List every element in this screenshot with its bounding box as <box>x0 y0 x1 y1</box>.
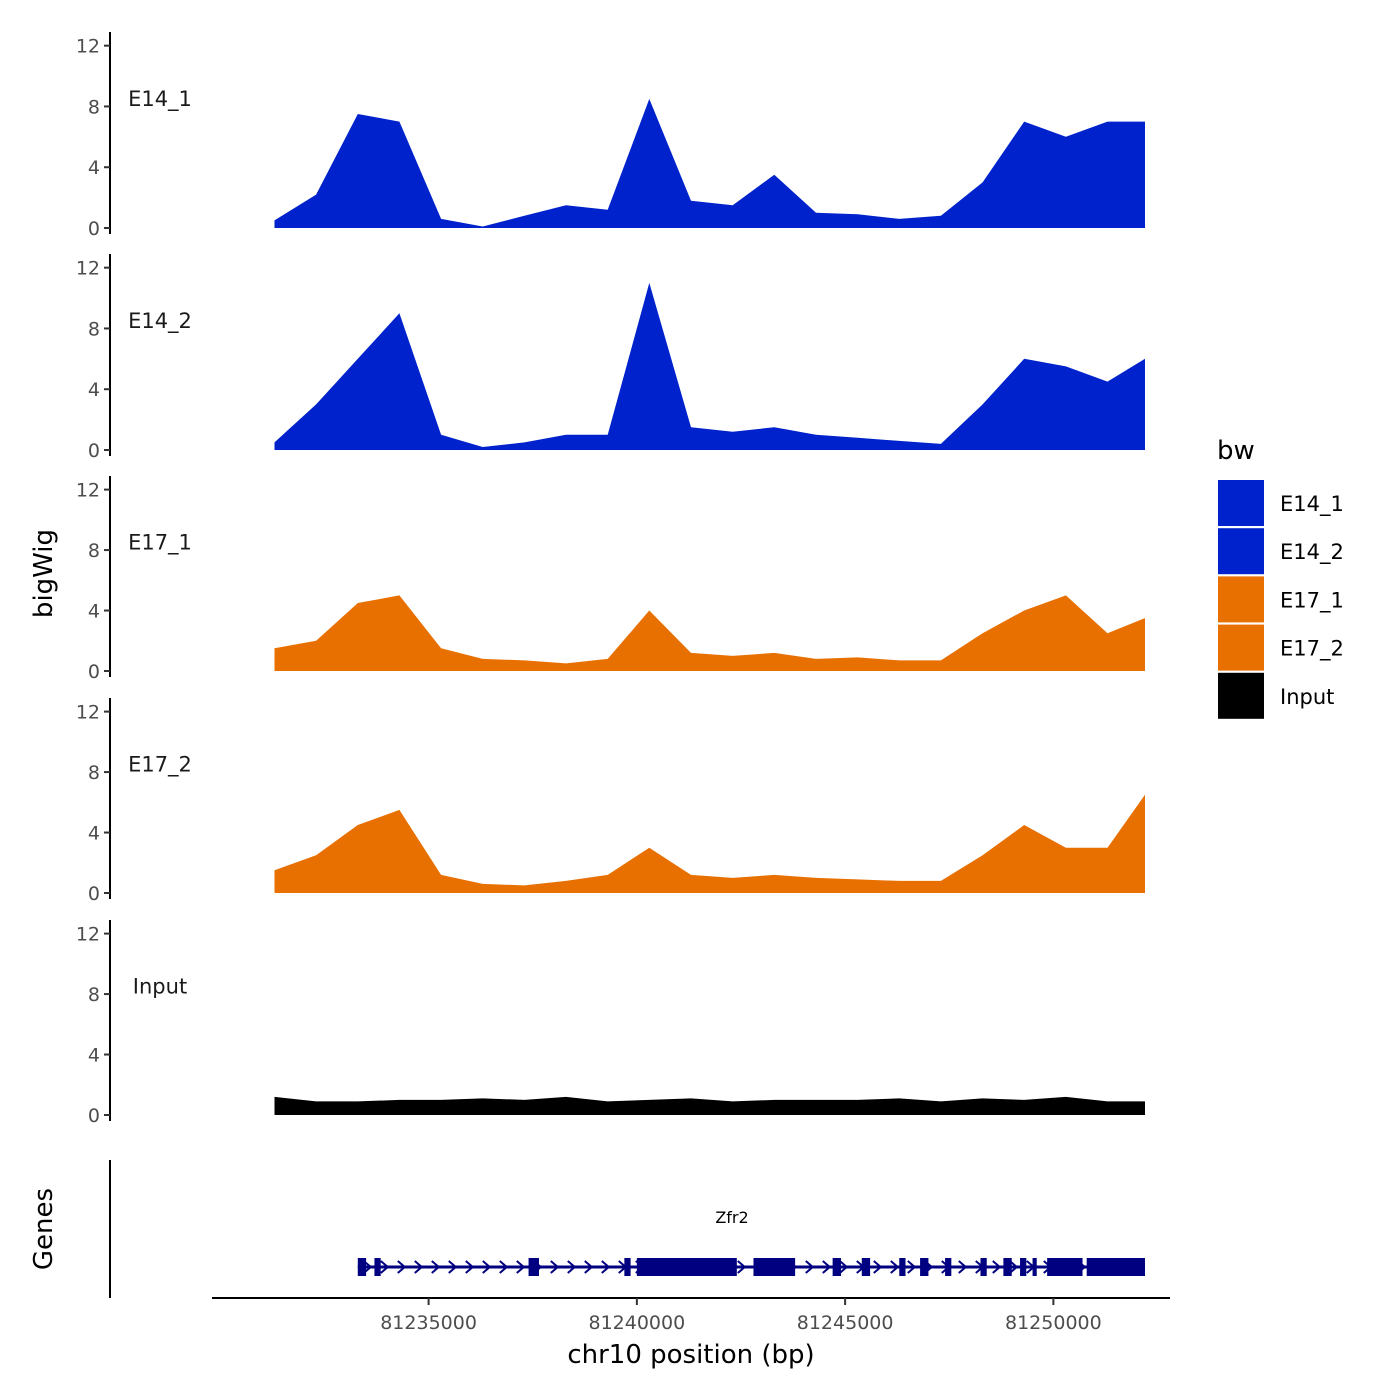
gene-exon <box>374 1258 381 1276</box>
y-tick-label: 4 <box>88 379 100 401</box>
legend-swatch-e14_1 <box>1218 480 1264 526</box>
gene-exon <box>980 1258 987 1276</box>
y-tick-label: 8 <box>88 96 100 118</box>
signal-area-e17_1 <box>274 595 1145 671</box>
strand-arrow <box>414 1260 424 1274</box>
genes-axis-title: Genes <box>29 1188 59 1270</box>
strand-arrow <box>737 1260 747 1274</box>
gene-exon <box>624 1258 631 1276</box>
strand-arrow <box>958 1260 968 1274</box>
track-label-e14_1: E14_1 <box>128 87 192 112</box>
y-tick-label: 12 <box>76 924 100 946</box>
strand-arrow <box>465 1260 475 1274</box>
strand-arrow <box>567 1260 577 1274</box>
x-axis-title: chr10 position (bp) <box>567 1340 814 1370</box>
y-tick-label: 0 <box>88 661 100 683</box>
x-tick-label: 81245000 <box>797 1312 894 1334</box>
strand-arrow <box>1009 1260 1019 1274</box>
strand-arrow <box>482 1260 492 1274</box>
strand-arrow <box>907 1260 917 1274</box>
signal-area-e14_1 <box>274 98 1145 229</box>
strand-arrow <box>992 1260 1002 1274</box>
legend-label-e17_1: E17_1 <box>1280 588 1344 613</box>
y-tick-label: 12 <box>76 36 100 58</box>
gene-exon <box>636 1258 737 1276</box>
y-tick-label: 12 <box>76 258 100 280</box>
track-label-input: Input <box>133 975 187 999</box>
signal-area-input <box>274 1096 1145 1115</box>
y-tick-label: 12 <box>76 702 100 724</box>
legend-swatch-e17_2 <box>1218 624 1264 671</box>
gene-exon <box>1047 1258 1083 1276</box>
gene-exon <box>1003 1258 1012 1276</box>
y-tick-label: 4 <box>88 601 100 623</box>
gene-name-label: Zfr2 <box>715 1208 748 1227</box>
strand-arrow <box>363 1260 373 1274</box>
track-label-e17_1: E17_1 <box>128 531 192 556</box>
gene-exon <box>920 1258 929 1276</box>
legend-label-input: Input <box>1280 685 1334 709</box>
y-tick-label: 8 <box>88 540 100 562</box>
gene-exon <box>1032 1258 1037 1276</box>
y-tick-label: 0 <box>88 218 100 240</box>
strand-arrow <box>839 1260 849 1274</box>
strand-arrow <box>516 1260 526 1274</box>
track-label-e17_2: E17_2 <box>128 753 192 778</box>
legend-label-e17_2: E17_2 <box>1280 637 1344 662</box>
strand-arrow <box>448 1260 458 1274</box>
strand-arrow <box>380 1260 390 1274</box>
y-tick-label: 0 <box>88 883 100 905</box>
y-tick-label: 8 <box>88 984 100 1006</box>
gene-exon <box>861 1258 871 1276</box>
strand-arrow <box>397 1260 407 1274</box>
y-tick-label: 8 <box>88 318 100 340</box>
legend-title: bw <box>1217 436 1255 466</box>
strand-arrow <box>431 1260 441 1274</box>
legend-swatch-input <box>1218 672 1264 719</box>
strand-arrow <box>873 1260 883 1274</box>
gene-exon <box>899 1258 906 1276</box>
gene-exon <box>832 1258 841 1276</box>
y-axis-title: bigWig <box>29 529 59 618</box>
strand-arrow <box>890 1260 900 1274</box>
legend-swatch-e17_1 <box>1218 576 1264 623</box>
x-tick-label: 81240000 <box>588 1312 685 1334</box>
y-tick-label: 4 <box>88 1045 100 1067</box>
x-tick-label: 81235000 <box>380 1312 477 1334</box>
y-tick-label: 0 <box>88 1105 100 1127</box>
legend-label-e14_1: E14_1 <box>1280 492 1344 517</box>
strand-arrow <box>584 1260 594 1274</box>
gene-exon <box>945 1258 952 1276</box>
strand-arrow <box>601 1260 611 1274</box>
gene-exon <box>528 1258 539 1276</box>
signal-area-e14_2 <box>274 282 1145 450</box>
track-label-e14_2: E14_2 <box>128 309 192 334</box>
y-tick-label: 12 <box>76 480 100 502</box>
signal-area-e17_2 <box>274 794 1145 893</box>
y-tick-label: 4 <box>88 157 100 179</box>
gene-exon <box>753 1258 796 1276</box>
y-tick-label: 0 <box>88 440 100 462</box>
y-tick-label: 4 <box>88 823 100 845</box>
gene-exon <box>357 1258 367 1276</box>
strand-arrow <box>550 1260 560 1274</box>
y-tick-label: 8 <box>88 762 100 784</box>
legend-label-e14_2: E14_2 <box>1280 540 1344 565</box>
strand-arrow <box>499 1260 509 1274</box>
strand-arrow <box>805 1260 815 1274</box>
x-tick-label: 81250000 <box>1005 1312 1102 1334</box>
gene-exon <box>1086 1258 1146 1276</box>
gene-exon <box>1020 1258 1027 1276</box>
legend-swatch-e14_2 <box>1218 528 1264 575</box>
strand-arrow <box>822 1260 832 1274</box>
